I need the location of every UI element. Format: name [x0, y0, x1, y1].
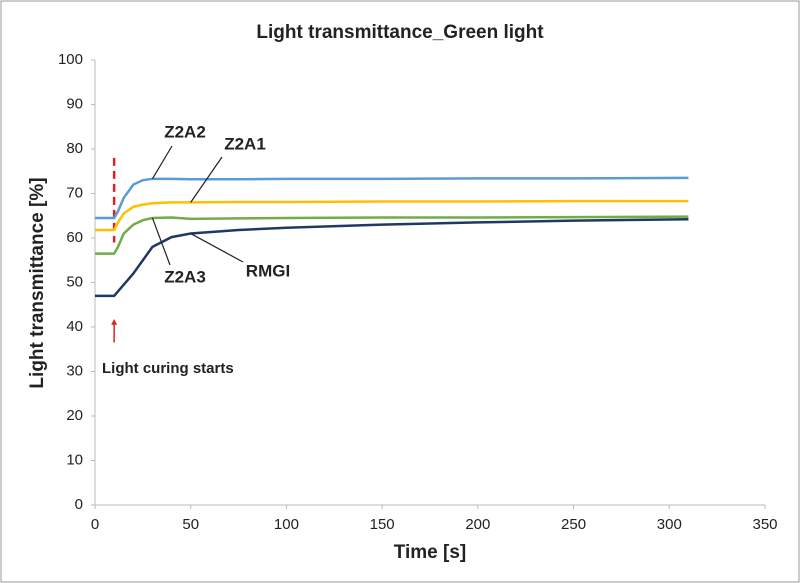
- label-leader: [151, 217, 171, 266]
- label-leader: [151, 145, 173, 180]
- x-tick-label: 50: [182, 516, 199, 533]
- x-tick-label: 200: [465, 516, 490, 533]
- y-tick-label: 100: [58, 51, 83, 68]
- y-tick-label: 90: [66, 95, 83, 112]
- x-tick-label: 350: [752, 516, 777, 533]
- annotation-text: Light curing starts: [102, 360, 234, 377]
- y-tick-label: 60: [66, 229, 83, 246]
- y-tick-label: 70: [66, 184, 83, 201]
- y-axis-title: Light transmittance [%]: [27, 177, 48, 388]
- x-tick-label: 100: [274, 516, 299, 533]
- x-tick-label: 300: [657, 516, 682, 533]
- series-line: [95, 218, 689, 298]
- x-tick-label: 250: [561, 516, 586, 533]
- y-tick-label: 10: [66, 451, 83, 468]
- y-tick-label: 40: [66, 318, 83, 335]
- label-leader: [190, 156, 223, 203]
- series-line: [95, 176, 689, 220]
- series-line: [95, 215, 689, 255]
- series-label: RMGI: [246, 261, 290, 280]
- x-axis-title: Time [s]: [394, 542, 467, 563]
- y-tick-label: 80: [66, 140, 83, 157]
- label-leader: [190, 233, 244, 263]
- x-tick-label: 150: [370, 516, 395, 533]
- annotation-arrowhead: [111, 318, 118, 325]
- series-line: [95, 199, 689, 232]
- y-tick-label: 20: [66, 407, 83, 424]
- series-label: Z2A2: [164, 122, 206, 141]
- chart-title: Light transmittance_Green light: [256, 22, 544, 43]
- y-tick-label: 30: [66, 362, 83, 379]
- y-tick-label: 0: [75, 496, 83, 513]
- series-label: Z2A1: [224, 134, 266, 153]
- x-tick-label: 0: [91, 516, 99, 533]
- y-tick-label: 50: [66, 273, 83, 290]
- series-label: Z2A3: [164, 267, 206, 286]
